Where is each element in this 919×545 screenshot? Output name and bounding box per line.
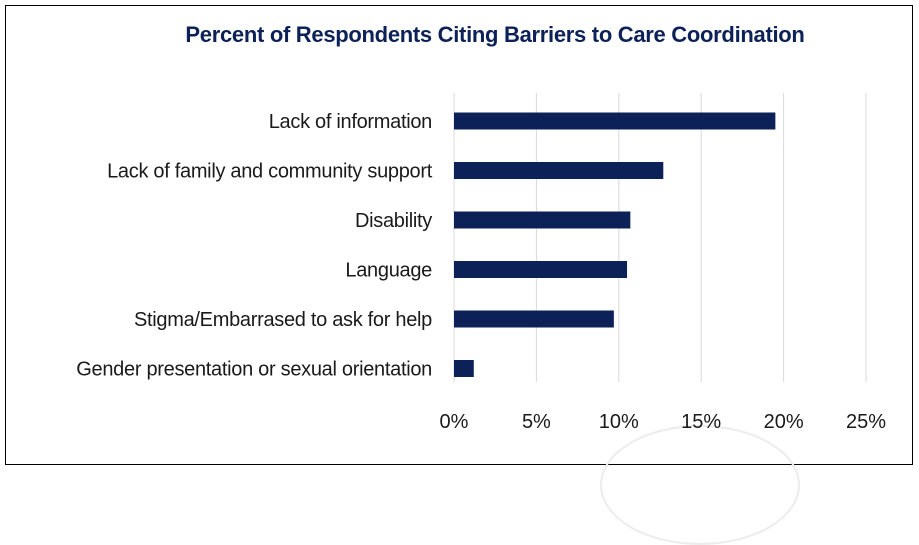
category-label: Lack of information [269,111,432,133]
x-tick-label: 20% [764,411,804,433]
x-tick-label: 0% [440,411,469,433]
category-label: Stigma/Embarrased to ask for help [134,309,432,331]
x-tick-label: 10% [599,411,639,433]
gridlines [453,93,867,382]
x-axis-tick-labels: 0% 5% 10% 15% 20% 25% [440,411,887,433]
category-labels: Lack of information Lack of family and co… [76,111,433,381]
bar [454,162,664,179]
x-tick-label: 15% [681,411,721,433]
bar [454,360,474,377]
chart-frame [5,5,913,465]
category-label: Gender presentation or sexual orientatio… [76,359,432,381]
bar [454,211,631,229]
x-tick-label: 25% [846,411,886,433]
bar [454,310,614,328]
bars [454,112,776,377]
chart-title: Percent of Respondents Citing Barriers t… [185,22,804,47]
bar-chart: Percent of Respondents Citing Barriers t… [76,22,887,433]
bar [454,261,628,278]
category-label: Language [345,260,432,282]
category-label: Lack of family and community support [107,161,433,183]
category-label: Disability [355,210,432,232]
bar [454,112,776,130]
x-tick-label: 5% [522,411,551,433]
